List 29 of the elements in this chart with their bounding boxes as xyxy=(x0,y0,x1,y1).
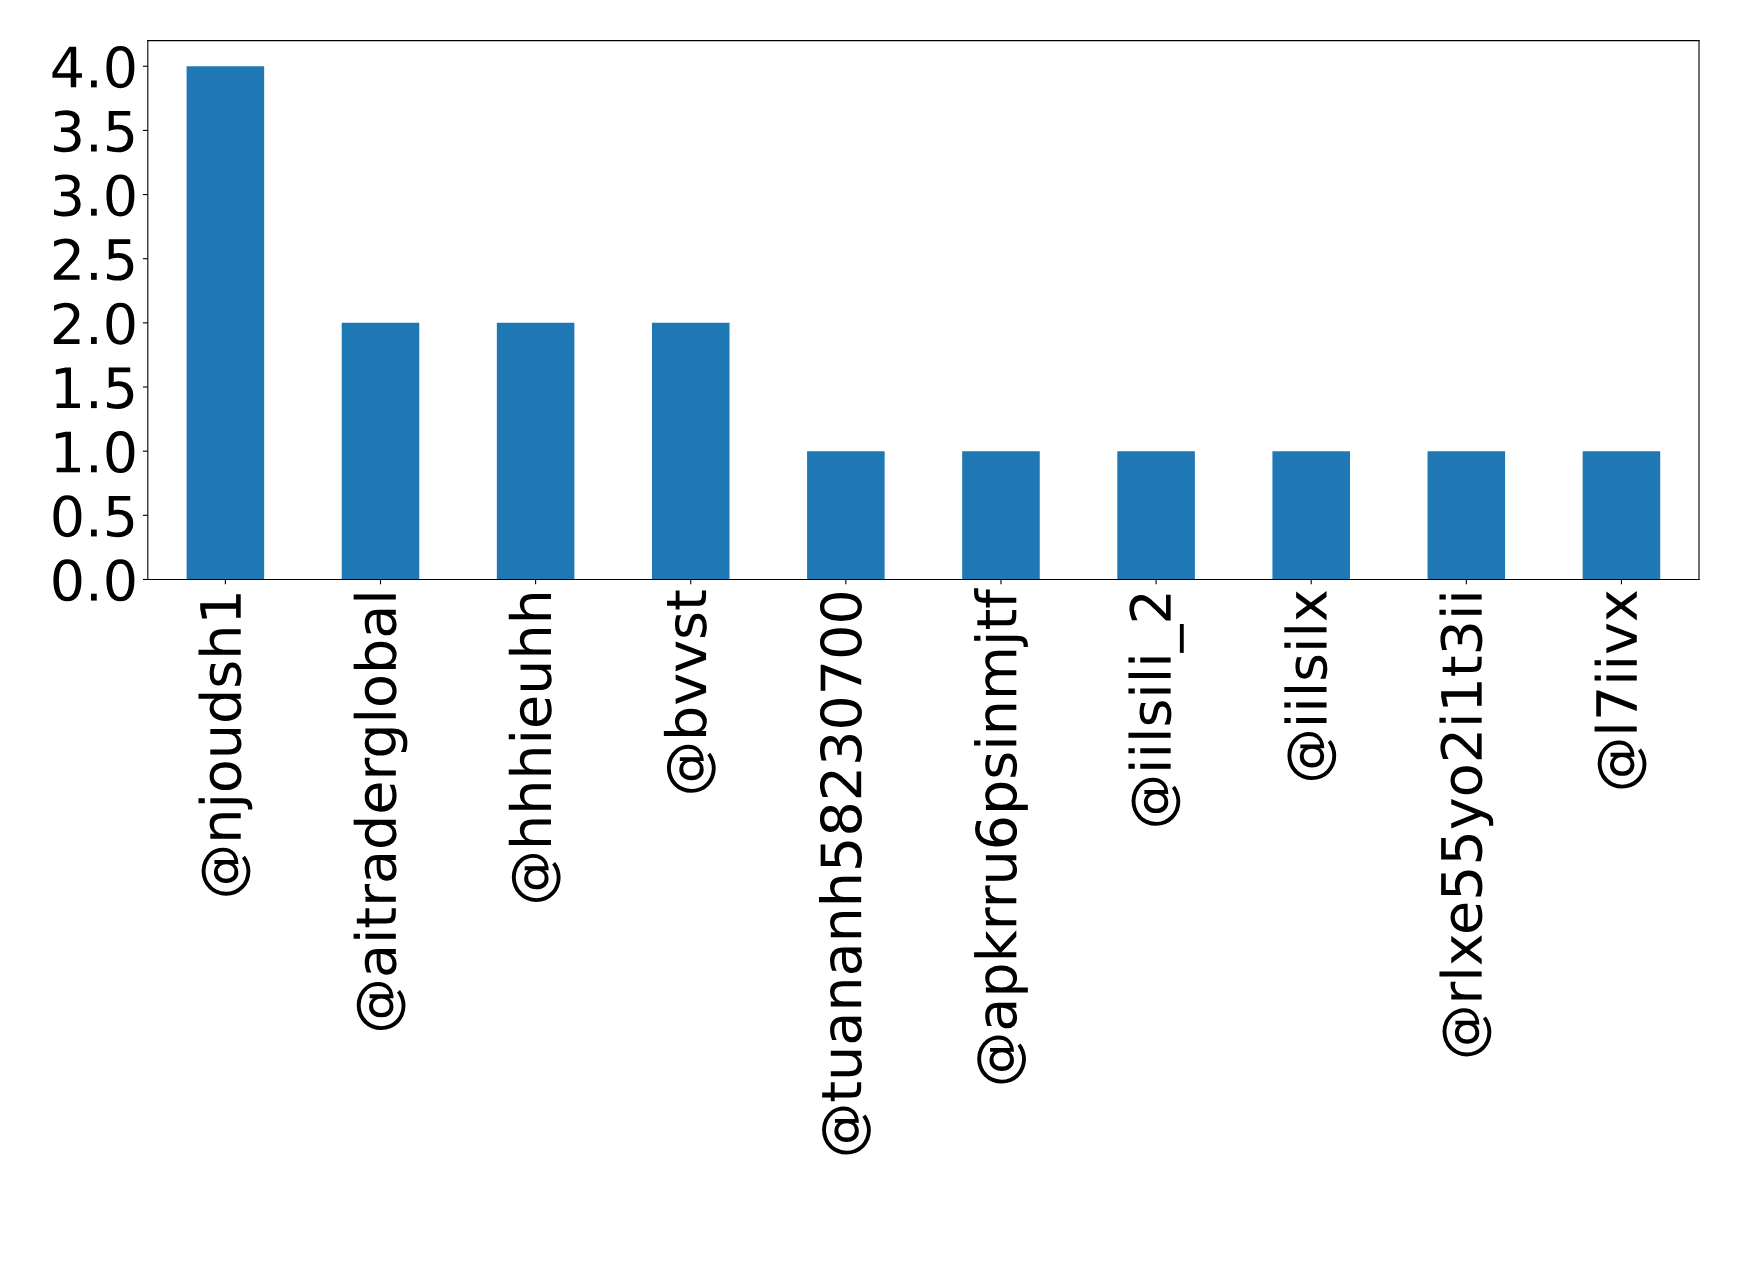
x-tick-label: @hhhieuhh xyxy=(508,593,561,902)
bar xyxy=(1272,451,1350,580)
x-tick-label: @bvvst xyxy=(663,590,716,793)
y-tick-label: 0.5 xyxy=(53,495,134,538)
y-tick-label: 2.5 xyxy=(53,238,134,281)
bar xyxy=(1427,451,1506,580)
bar xyxy=(962,451,1040,580)
bar xyxy=(807,451,885,580)
x-tick-label: @iilsilx xyxy=(1284,591,1337,781)
bar xyxy=(186,66,265,580)
x-tick-label: @rlxe55yo2i1t3ii xyxy=(1439,594,1494,1057)
bar xyxy=(651,322,730,580)
x-tick-label: @tuananh58230700 xyxy=(818,592,871,1155)
y-tick-label: 3.5 xyxy=(53,110,134,153)
y-tick-label: 1.5 xyxy=(55,367,134,409)
bar xyxy=(1582,451,1661,580)
x-tick-label: @apkrru6psinmjtf xyxy=(974,588,1028,1084)
x-tick-label: @iilsili_2 xyxy=(1128,594,1184,826)
x-tick-label: @aitraderglobal xyxy=(353,594,408,1030)
x-tick-label: @l7iivx xyxy=(1594,591,1647,789)
y-tick-label: 3.0 xyxy=(53,174,135,217)
y-tick-label: 0.0 xyxy=(53,559,135,602)
y-tick-label: 4.0 xyxy=(52,46,135,89)
bar xyxy=(496,322,575,580)
y-tick-label: 2.0 xyxy=(53,302,135,345)
y-tick-label: 1.0 xyxy=(55,431,135,474)
bar xyxy=(341,322,420,580)
bar xyxy=(1117,451,1195,580)
x-tick-label: @njoudsh1 xyxy=(198,594,253,896)
